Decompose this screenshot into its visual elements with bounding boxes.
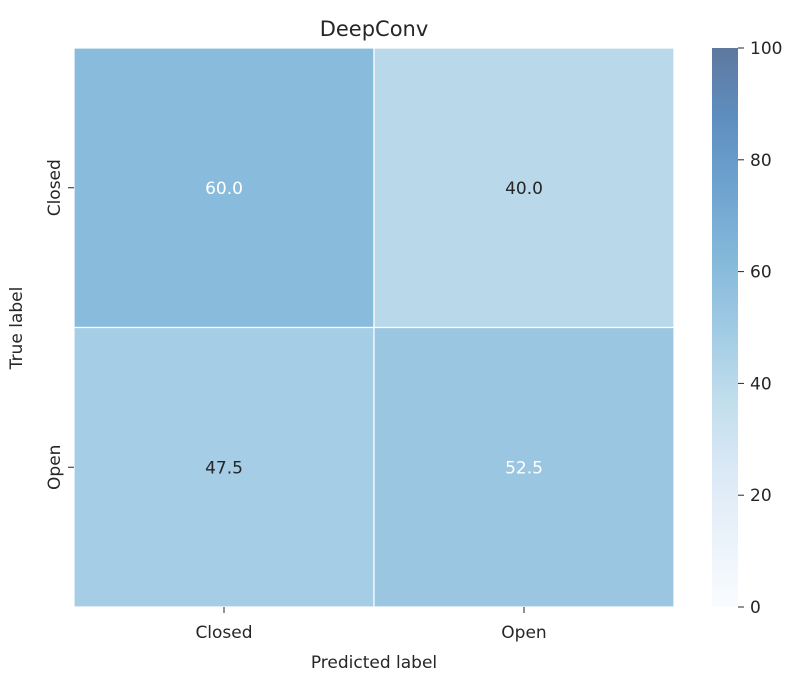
y-axis-ticks: Closed Open <box>45 159 74 490</box>
colorbar-tick-label: 40 <box>750 374 772 394</box>
colorbar-tick-label: 20 <box>750 486 772 506</box>
heatmap-cell-closed-open <box>373 47 675 329</box>
chart-title: DeepConv <box>320 17 429 41</box>
colorbar-ticks: 0 20 40 60 80 100 <box>738 39 782 618</box>
heatmap-cell-closed-closed <box>73 47 375 329</box>
heatmap-cells <box>73 47 675 608</box>
heatmap-value-labels: 60.0 40.0 47.5 52.5 <box>205 179 543 479</box>
cell-value-label: 47.5 <box>205 458 243 478</box>
cell-value-label: 40.0 <box>505 179 543 199</box>
y-axis-label: True label <box>7 287 27 371</box>
colorbar-tick-label: 100 <box>750 39 782 59</box>
y-tick-label: Open <box>45 445 65 490</box>
colorbar <box>712 48 738 607</box>
y-tick-label: Closed <box>45 159 65 216</box>
heatmap-cell-open-closed <box>73 326 375 608</box>
x-axis-label: Predicted label <box>311 653 437 673</box>
cell-value-label: 52.5 <box>505 458 543 478</box>
x-tick-label: Open <box>501 623 546 643</box>
x-axis-ticks: Closed Open <box>195 607 547 643</box>
x-tick-label: Closed <box>195 623 252 643</box>
colorbar-tick-label: 80 <box>750 151 772 171</box>
colorbar-tick-label: 60 <box>750 263 772 283</box>
cell-value-label: 60.0 <box>205 179 243 199</box>
colorbar-tick-label: 0 <box>750 598 761 618</box>
heatmap-cell-open-open <box>373 326 675 608</box>
